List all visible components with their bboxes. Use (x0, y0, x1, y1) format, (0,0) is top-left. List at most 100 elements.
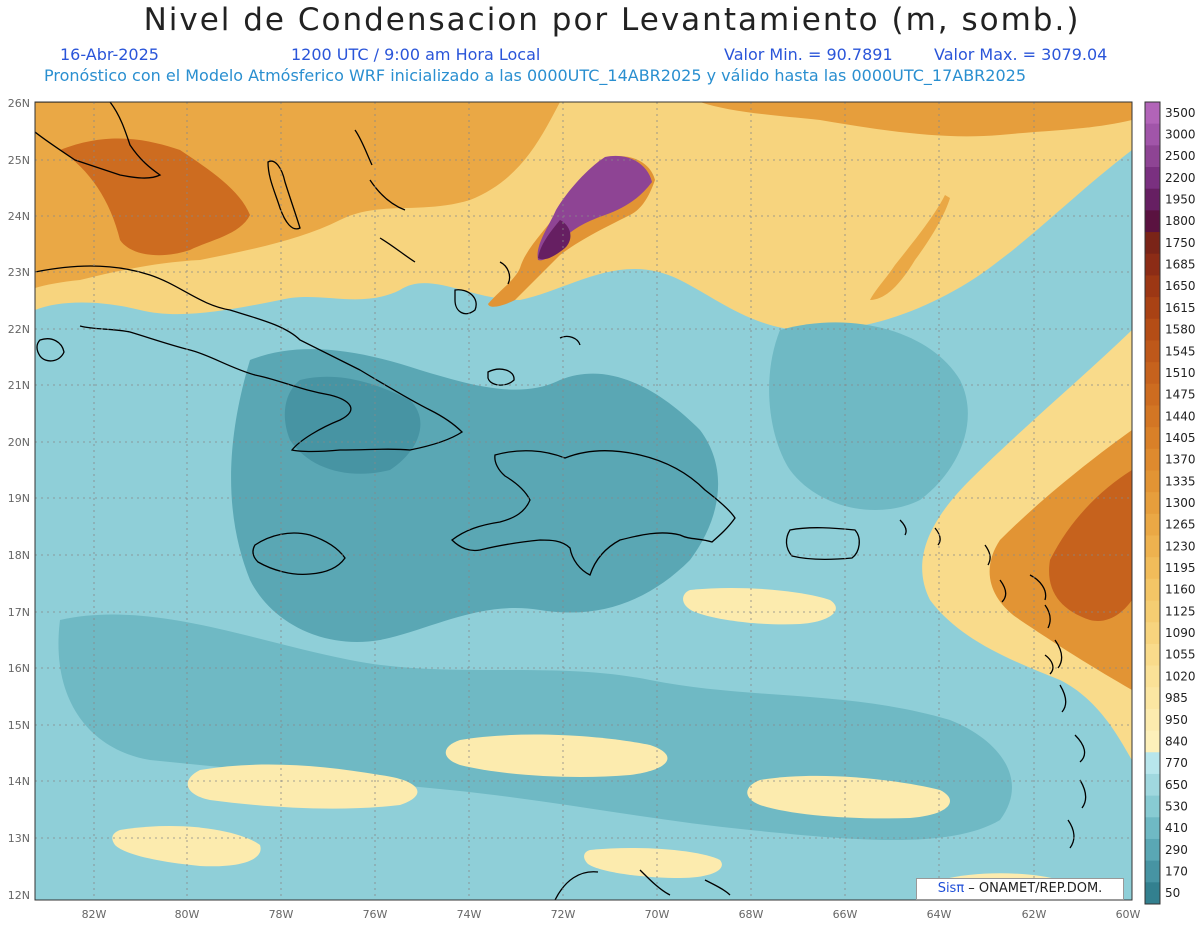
colorbar-swatch (1145, 513, 1160, 537)
colorbar-swatch (1145, 427, 1160, 450)
colorbar-swatch (1145, 665, 1160, 688)
lat-label: 24N (8, 210, 30, 223)
colorbar: 3500 3000 2500 2200 1950 1800 1750 1685 1650 1615… (1144, 101, 1196, 905)
colorbar-swatch (1145, 318, 1160, 341)
colorbar-label: 1800 (1165, 214, 1196, 228)
colorbar-swatch (1145, 253, 1160, 276)
east-deep-orange (1049, 470, 1132, 621)
colorbar-label: 2200 (1165, 171, 1196, 185)
lat-label: 12N (8, 889, 30, 902)
south-dry-patch-6 (584, 848, 722, 878)
colorbar-label: 1300 (1165, 496, 1196, 510)
south-dry-patch-1 (187, 764, 418, 809)
lon-label: 74W (457, 908, 482, 921)
colorbar-label: 1160 (1165, 583, 1196, 597)
colorbar-label: 1335 (1165, 474, 1196, 488)
latitude-labels: 26N 25N 24N 23N 22N 21N 20N 19N 18N 17N … (8, 97, 30, 902)
min-value: Valor Min. = 90.7891 (724, 45, 893, 64)
hispaniola-outline (451, 450, 736, 576)
colorbar-label: 1545 (1165, 344, 1196, 358)
map-title: Nivel de Condensacion por Levantamiento … (143, 2, 1081, 38)
credit-box: Sisπ – ONAMET/REP.DOM. (916, 878, 1124, 900)
colorbar-label: 170 (1165, 864, 1188, 878)
colorbar-swatch (1145, 470, 1160, 493)
colorbar-swatch (1145, 817, 1160, 840)
colorbar-label: 530 (1165, 799, 1188, 813)
colorbar-label: 1265 (1165, 518, 1196, 532)
colorbar-swatch (1145, 448, 1160, 471)
lat-label: 19N (8, 492, 30, 505)
credit-text: – ONAMET/REP.DOM. (964, 881, 1103, 896)
colorbar-label: 1510 (1165, 366, 1196, 380)
forecast-time: 1200 UTC / 9:00 am Hora Local (291, 45, 541, 64)
colorbar-swatch (1145, 275, 1160, 298)
puerto-rico-outline (785, 527, 860, 560)
lat-label: 26N (8, 97, 30, 110)
colorbar-frame (1144, 101, 1161, 905)
lon-label: 64W (927, 908, 952, 921)
colorbar-label: 1090 (1165, 626, 1196, 640)
colorbar-swatch (1145, 578, 1160, 602)
jamaica-outline (252, 532, 346, 576)
moist-zone-east (769, 322, 968, 510)
lon-label: 70W (645, 908, 670, 921)
colorbar-swatch (1145, 860, 1160, 883)
colorbar-swatch (1145, 492, 1160, 515)
colorbar-swatch (1145, 838, 1160, 862)
lon-label: 78W (269, 908, 294, 921)
colorbar-swatch (1145, 557, 1160, 580)
colorbar-label: 1475 (1165, 388, 1196, 402)
south-dry-patch-4 (683, 588, 836, 625)
colorbar-label: 1685 (1165, 258, 1196, 272)
colorbar-label: 1650 (1165, 279, 1196, 293)
plume-dark-purple (538, 220, 571, 260)
colorbar-swatch (1145, 102, 1160, 125)
colorbar-label: 985 (1165, 691, 1188, 705)
colorbar-label: 950 (1165, 713, 1188, 727)
colorbar-swatch (1145, 297, 1160, 320)
colorbar-label: 50 (1165, 886, 1180, 900)
lat-label: 21N (8, 379, 30, 392)
south-dry-patch-5 (112, 825, 261, 867)
colorbar-label: 650 (1165, 778, 1188, 792)
colorbar-swatch (1145, 622, 1160, 645)
lat-label: 25N (8, 154, 30, 167)
turks-outline (559, 335, 581, 346)
ne-streak (870, 195, 950, 300)
colorbar-label: 1195 (1165, 561, 1196, 575)
colorbar-label: 3500 (1165, 106, 1196, 120)
colorbar-swatch (1145, 773, 1160, 797)
venezuela-coast-outline (554, 869, 731, 900)
forecast-info: Pronóstico con el Modelo Atmósferico WRF… (44, 66, 1027, 85)
lon-label: 82W (82, 908, 107, 921)
map-field (35, 102, 1132, 900)
colorbar-label: 1055 (1165, 648, 1196, 662)
colorbar-label: 1230 (1165, 539, 1196, 553)
colorbar-label: 2500 (1165, 149, 1196, 163)
colorbar-swatch (1145, 535, 1160, 558)
andros-outline (267, 160, 301, 230)
colorbar-label: 1020 (1165, 669, 1196, 683)
graticule (35, 102, 1132, 900)
colorbar-swatch (1145, 643, 1160, 667)
isla-juventud-outline (36, 338, 65, 362)
colorbar-swatch (1145, 383, 1160, 406)
cuba-outline (35, 265, 464, 453)
colorbar-swatch (1145, 687, 1160, 710)
lat-label: 13N (8, 832, 30, 845)
colorbar-swatch (1145, 708, 1160, 732)
colorbar-label: 1950 (1165, 193, 1196, 207)
colorbar-label: 1405 (1165, 431, 1196, 445)
colorbar-swatch (1145, 340, 1160, 363)
lat-label: 15N (8, 719, 30, 732)
lon-label: 66W (833, 908, 858, 921)
lat-label: 18N (8, 549, 30, 562)
lat-label: 20N (8, 436, 30, 449)
colorbar-swatch (1145, 232, 1160, 255)
lon-label: 76W (363, 908, 388, 921)
colorbar-swatch (1145, 167, 1160, 190)
colorbar-label: 1370 (1165, 453, 1196, 467)
colorbar-swatch (1145, 752, 1160, 775)
colorbar-swatch (1145, 188, 1160, 211)
